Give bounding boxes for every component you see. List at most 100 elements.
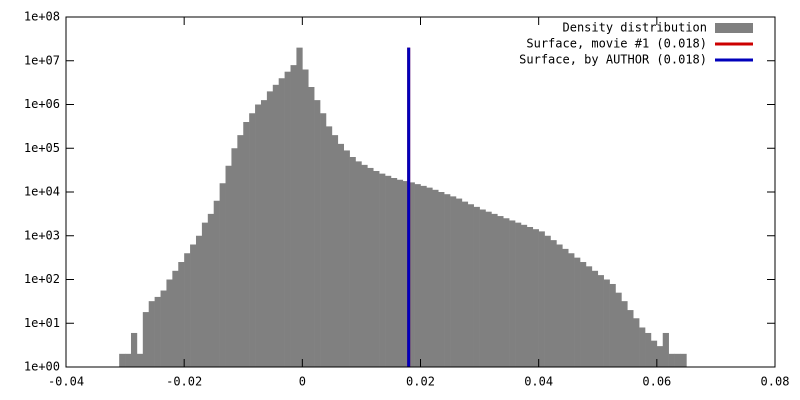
bar [314, 100, 321, 368]
bar [172, 270, 179, 367]
bar [597, 275, 604, 367]
bar [603, 279, 610, 367]
bar [130, 332, 138, 367]
bar [320, 113, 327, 368]
bar [473, 206, 480, 367]
bar [243, 122, 250, 368]
y-tick-label: 1e+03 [24, 228, 60, 242]
bar [491, 213, 498, 367]
bar [568, 253, 575, 367]
bar [201, 222, 209, 367]
bar [455, 198, 463, 367]
bar [426, 187, 433, 367]
bar [325, 126, 333, 367]
bar [302, 69, 309, 367]
bar [278, 78, 285, 367]
bar [154, 296, 161, 367]
bar [509, 220, 516, 367]
bar [615, 292, 622, 367]
bar [213, 200, 220, 367]
bar [532, 229, 539, 367]
y-tick-label: 1e+07 [24, 53, 60, 67]
y-tick-label: 1e+06 [24, 97, 60, 111]
bar [414, 184, 421, 367]
bar [662, 332, 669, 367]
bar [520, 224, 528, 367]
bar [515, 222, 522, 367]
bar [633, 318, 640, 367]
x-tick-label: 0.02 [406, 375, 435, 389]
legend-label: Density distribution [563, 21, 708, 35]
y-tick-label: 1e+08 [24, 10, 60, 24]
x-tick-label: -0.04 [48, 375, 84, 389]
bar [444, 194, 451, 367]
bar [645, 332, 652, 367]
bar [390, 177, 398, 367]
y-tick-label: 1e+01 [24, 316, 60, 330]
y-tick-label: 1e+00 [24, 360, 60, 374]
bar [526, 226, 534, 367]
bar [396, 179, 404, 367]
x-tick-label: 0.04 [524, 375, 553, 389]
bar [485, 211, 492, 367]
bar [367, 167, 374, 367]
bar [231, 148, 238, 367]
bar [249, 113, 256, 368]
bar [178, 262, 185, 367]
bar [296, 47, 303, 367]
bar [166, 279, 173, 367]
legend-label: Surface, by AUTHOR (0.018) [519, 53, 707, 67]
x-tick-label: 0 [299, 375, 306, 389]
bar [580, 262, 587, 367]
bar [585, 266, 593, 367]
bar [219, 183, 226, 367]
bar [355, 161, 362, 367]
bar [349, 156, 356, 367]
bar [621, 301, 628, 367]
bar [668, 353, 675, 367]
bar [290, 65, 297, 367]
bar [538, 231, 545, 367]
bar [674, 353, 681, 367]
bar [331, 135, 339, 367]
y-tick-label: 1e+04 [24, 185, 60, 199]
bar [119, 353, 126, 367]
x-tick-label: 0.06 [642, 375, 671, 389]
bar [639, 327, 646, 367]
bar [656, 346, 664, 367]
bar [308, 87, 315, 367]
bar [284, 71, 291, 367]
bar [184, 253, 191, 367]
bar [343, 150, 350, 367]
bar [609, 283, 616, 367]
bar [556, 244, 563, 367]
bar [136, 353, 144, 367]
bar [148, 301, 155, 367]
bar [225, 165, 232, 367]
bar [361, 164, 368, 367]
bar [503, 218, 510, 367]
bar [190, 244, 197, 367]
bar [408, 182, 415, 367]
bar [207, 213, 215, 367]
y-tick-label: 1e+02 [24, 272, 60, 286]
bar [544, 235, 551, 367]
bar [379, 173, 386, 367]
bar [450, 196, 457, 367]
bar [574, 257, 581, 367]
bar [438, 192, 445, 367]
bar [479, 209, 486, 367]
bar [591, 270, 599, 367]
x-tick-label: 0.08 [761, 375, 790, 389]
bar [260, 100, 268, 368]
legend-label: Surface, movie #1 (0.018) [526, 37, 707, 51]
bar [266, 91, 274, 367]
bar [402, 181, 409, 367]
bar [237, 135, 244, 367]
bar [195, 235, 203, 367]
bar [650, 340, 658, 367]
bar [497, 216, 504, 367]
bar [255, 104, 262, 367]
